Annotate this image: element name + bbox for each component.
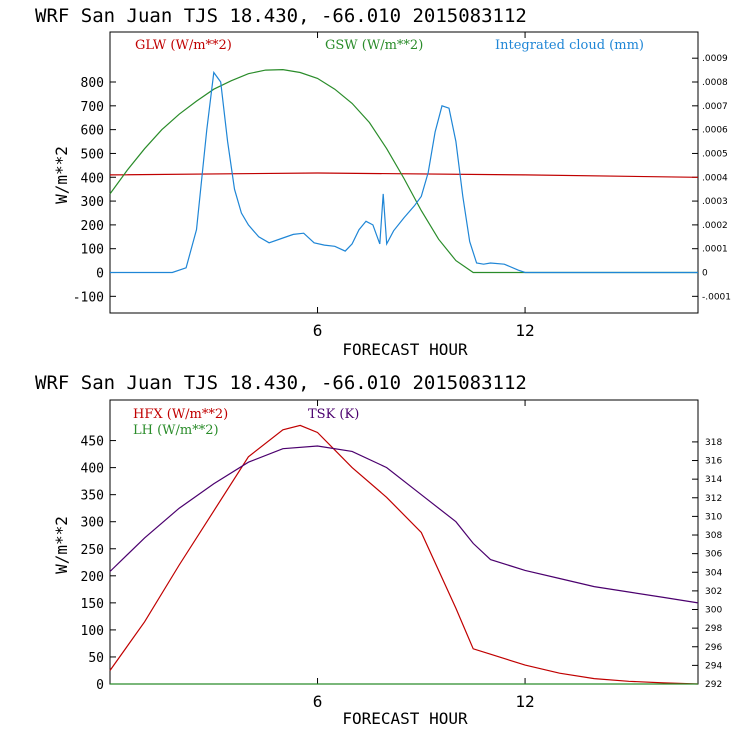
y-tick-label: 350 [81, 489, 104, 504]
y2-tick-label: 314 [705, 475, 722, 485]
y-tick-label: 0 [96, 267, 104, 282]
y2-tick-label: 296 [705, 643, 722, 653]
y-tick-label: 400 [81, 171, 104, 186]
series-line-hfx [109, 424, 699, 685]
y2-tick-label: 318 [705, 438, 722, 448]
top-chart-title: WRF San Juan TJS 18.430, -66.010 2015083… [35, 5, 527, 27]
series-line-tsk [109, 445, 699, 604]
legend-hfx: HFX (W/m**2) [133, 407, 228, 422]
y2-tick-label: .0009 [702, 54, 728, 64]
x-tick-label: 12 [515, 692, 534, 711]
bottom-panel: WRF San Juan TJS 18.430, -66.010 2015083… [35, 372, 722, 728]
y-tick-label: 450 [81, 435, 104, 450]
x-tick-label: 6 [313, 321, 323, 340]
y2-tick-label: 310 [705, 512, 722, 522]
y2-tick-label: 298 [705, 624, 722, 634]
x-tick-label: 12 [515, 321, 534, 340]
series-line-integrated [110, 70, 698, 274]
y2-tick-label: 292 [705, 680, 722, 690]
x-tick-label: 6 [313, 692, 323, 711]
y-tick-label: 700 [81, 100, 104, 115]
y2-tick-label: 306 [705, 550, 722, 560]
top-y-axis-label: W/m**2 [52, 146, 71, 204]
y2-tick-label: 316 [705, 457, 722, 467]
top-panel: WRF San Juan TJS 18.430, -66.010 2015083… [35, 5, 731, 359]
plot-frame [109, 31, 699, 314]
y-tick-label: 600 [81, 124, 104, 139]
legend-tsk: TSK (K) [308, 407, 359, 422]
y2-tick-label: .0005 [702, 149, 728, 159]
y2-tick-label: .0004 [702, 173, 728, 183]
y-tick-label: -100 [73, 290, 104, 305]
y2-tick-label: 294 [705, 661, 722, 671]
y2-tick-label: 304 [705, 568, 722, 578]
series-line-gsw [109, 68, 698, 274]
y-tick-label: 300 [81, 516, 104, 531]
plot-frame [109, 399, 699, 685]
y-tick-label: 500 [81, 147, 104, 162]
y2-tick-label: .0003 [702, 197, 728, 207]
y-tick-label: 50 [88, 651, 104, 666]
bottom-y-axis-label: W/m**2 [52, 516, 71, 574]
y2-tick-label: 312 [705, 494, 722, 504]
y-tick-label: 250 [81, 543, 104, 558]
y2-tick-label: 302 [705, 587, 722, 597]
y-tick-label: 800 [81, 76, 104, 91]
y2-tick-label: 308 [705, 531, 722, 541]
series-line-glw [109, 172, 699, 178]
top-x-axis-label: FORECAST HOUR [342, 340, 468, 359]
y-tick-label: 0 [96, 678, 104, 693]
legend-lh: LH (W/m**2) [133, 423, 219, 438]
legend-glw: GLW (W/m**2) [135, 38, 232, 53]
y-tick-label: 400 [81, 462, 104, 477]
y2-tick-label: .0006 [702, 126, 728, 136]
y-tick-label: 200 [81, 219, 104, 234]
legend-gsw: GSW (W/m**2) [325, 38, 423, 53]
y2-tick-label: 300 [705, 606, 722, 616]
y-tick-label: 100 [81, 624, 104, 639]
y-tick-label: 300 [81, 195, 104, 210]
legend-integrated-cloud: Integrated cloud (mm) [495, 38, 644, 53]
bottom-chart-title: WRF San Juan TJS 18.430, -66.010 2015083… [35, 372, 527, 394]
y2-tick-label: .0001 [702, 245, 728, 255]
y2-tick-label: .0002 [702, 221, 728, 231]
y2-tick-label: -.0001 [702, 292, 731, 302]
y2-tick-label: .0007 [702, 102, 728, 112]
y2-tick-label: .0008 [702, 78, 728, 88]
y-tick-label: 150 [81, 597, 104, 612]
y-tick-label: 100 [81, 243, 104, 258]
y2-tick-label: 0 [702, 269, 708, 279]
y-tick-label: 200 [81, 570, 104, 585]
bottom-x-axis-label: FORECAST HOUR [342, 709, 468, 728]
